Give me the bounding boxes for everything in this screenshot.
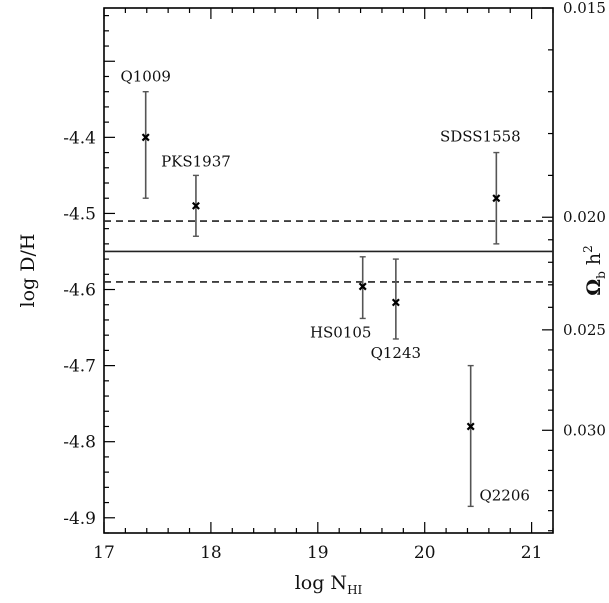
- marker-stroke-b-hs0105: [358, 282, 367, 291]
- y-tick-label--4.7: -4.7: [63, 357, 96, 377]
- marker-stroke-b-q1009: [141, 133, 150, 142]
- point-label-q1009: Q1009: [120, 68, 170, 86]
- y-axis-ticks: -4.4 -4.5 -4.6 -4.7 -4.8 -4.9: [63, 15, 115, 534]
- x-tick-label-18: 18: [200, 543, 222, 563]
- right-tick-label-0.025: 0.025: [563, 321, 606, 339]
- x-axis-title: log NHI: [295, 572, 363, 597]
- point-label-sdss1558: SDSS1558: [440, 128, 521, 146]
- y-tick-label--4.8: -4.8: [63, 433, 96, 453]
- x-axis-ticks: 17 18 19 20 21: [93, 8, 554, 563]
- x-tick-label-20: 20: [414, 543, 436, 563]
- right-tick-label-0.015: 0.015: [563, 0, 606, 17]
- marker-stroke-b-pks1937: [191, 201, 200, 210]
- plot-frame: [103, 7, 554, 534]
- reference-lines: [104, 220, 553, 283]
- marker-stroke-b-q2206: [466, 422, 475, 431]
- y-tick-label--4.4: -4.4: [63, 128, 96, 148]
- marker-sdss1558: [492, 194, 501, 203]
- marker-q2206: [466, 422, 475, 431]
- x-tick-label-21: 21: [521, 543, 543, 563]
- x-tick-label-19: 19: [307, 543, 329, 563]
- point-label-q2206: Q2206: [479, 486, 529, 504]
- y-tick-label--4.5: -4.5: [63, 204, 96, 224]
- marker-hs0105: [358, 282, 367, 291]
- marker-q1009: [141, 133, 150, 142]
- marker-q1243: [391, 298, 400, 307]
- marker-pks1937: [191, 201, 200, 210]
- y-tick-label--4.9: -4.9: [63, 509, 96, 529]
- right-axis-title: Ωb h2: [581, 245, 608, 296]
- data-markers: [141, 133, 501, 431]
- right-tick-label-0.020: 0.020: [563, 208, 606, 226]
- point-label-hs0105: HS0105: [310, 323, 372, 341]
- point-label-q1243: Q1243: [371, 344, 421, 362]
- y-axis-title: log D/H: [17, 234, 39, 308]
- point-labels: Q1009 PKS1937 HS0105 Q1243 SDSS1558 Q2206: [120, 68, 529, 505]
- marker-stroke-b-sdss1558: [492, 194, 501, 203]
- x-tick-label-17: 17: [93, 543, 115, 563]
- y-tick-label--4.6: -4.6: [63, 281, 96, 301]
- right-tick-label-0.030: 0.030: [563, 421, 606, 439]
- right-axis-ticks: 0.015 0.020 0.025 0.030: [542, 0, 606, 532]
- point-label-pks1937: PKS1937: [161, 152, 231, 170]
- marker-stroke-b-q1243: [391, 298, 400, 307]
